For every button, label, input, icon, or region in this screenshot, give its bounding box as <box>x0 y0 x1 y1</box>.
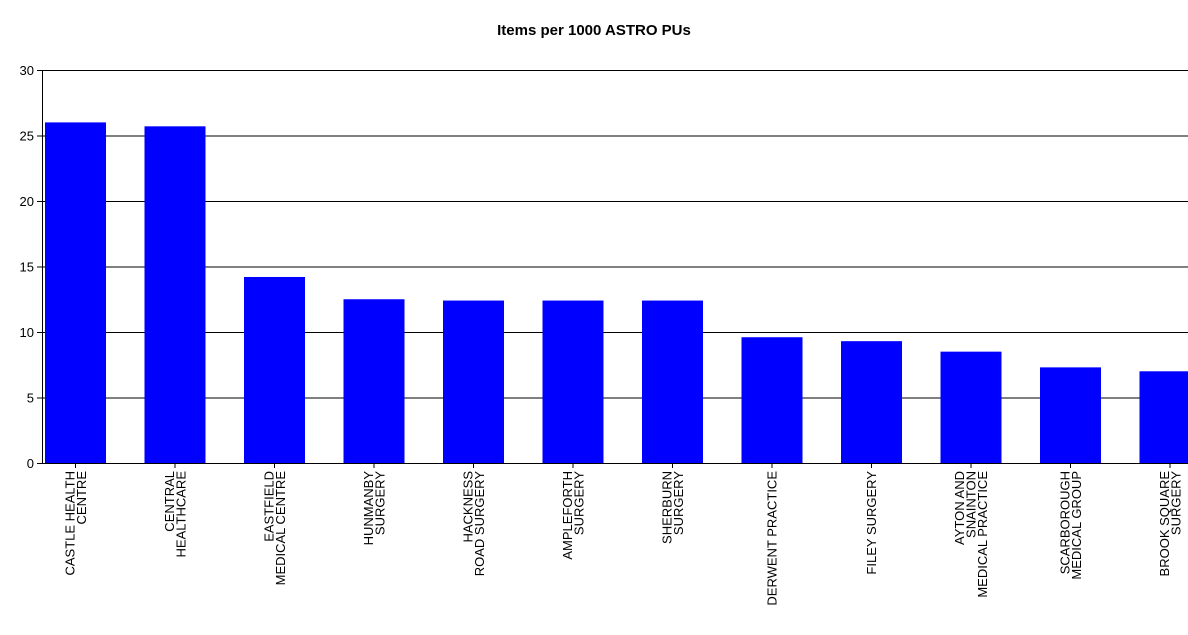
y-tick-label: 10 <box>20 325 34 340</box>
bar <box>841 341 902 463</box>
bar <box>443 300 504 463</box>
y-tick-label: 15 <box>20 260 34 275</box>
chart-title: Items per 1000 ASTRO PUs <box>497 22 691 39</box>
x-tick-label-line: MEDICAL CENTRE <box>273 471 288 586</box>
x-tick-label-line: ROAD SURGERY <box>472 471 487 577</box>
bar <box>45 122 106 464</box>
y-tick-label: 0 <box>27 456 34 471</box>
bar <box>741 337 803 463</box>
axes <box>42 70 1188 468</box>
x-tick-label-line: BROOK SQUARE <box>1157 471 1172 577</box>
bar <box>244 276 305 463</box>
x-tick-label-line: EASTFIELD <box>261 471 276 542</box>
bar <box>144 126 206 463</box>
x-tick-label-line: SCARBOROUGH <box>1057 471 1072 574</box>
bar <box>1040 367 1101 463</box>
x-tick-label-line: AMPLEFORTH <box>560 471 575 560</box>
x-tick-label-line: SHERBURN <box>659 471 674 544</box>
bar <box>1139 371 1188 463</box>
bar <box>940 351 1002 463</box>
x-tick-label-line: CENTRE <box>74 471 89 525</box>
x-tick-label-line: DERWENT PRACTICE <box>765 471 780 606</box>
y-tick-label: 20 <box>20 194 34 209</box>
y-tick-label: 25 <box>20 129 34 144</box>
x-tick-label-line: HEALTHCARE <box>173 471 188 558</box>
y-tick-label: 5 <box>27 391 34 406</box>
x-tick-label-line: FILEY SURGERY <box>864 471 879 575</box>
x-tick-label-line: SURGERY <box>671 471 686 535</box>
x-tick-label: FILEY SURGERY <box>864 471 879 575</box>
x-tick-label-line: SNAINTON <box>964 471 979 538</box>
bar <box>343 299 405 463</box>
bars <box>45 122 1188 464</box>
x-tick-label-line: MEDICAL PRACTICE <box>975 471 990 598</box>
x-tick-label-line: HUNMANBY <box>361 471 376 546</box>
x-tick-label-line: SURGERY <box>1168 471 1183 535</box>
x-tick-label-line: MEDICAL GROUP <box>1069 471 1084 580</box>
y-tick-labels: 0 5 10 15 20 25 30 <box>20 63 34 471</box>
x-tick-label-line: CASTLE HEALTH <box>62 471 77 576</box>
bar <box>642 300 703 463</box>
x-tick-label: DERWENT PRACTICE <box>765 471 780 606</box>
x-tick-label-line: AYTON AND <box>952 471 967 545</box>
x-tick-label-line: CENTRAL <box>162 471 177 532</box>
gridlines <box>37 70 1188 464</box>
x-tick-label-line: HACKNESS <box>460 471 475 543</box>
bar <box>542 300 604 463</box>
x-tick-label-line: SURGERY <box>372 471 387 535</box>
y-tick-label: 30 <box>20 63 34 78</box>
x-tick-label-line: SURGERY <box>571 471 586 535</box>
